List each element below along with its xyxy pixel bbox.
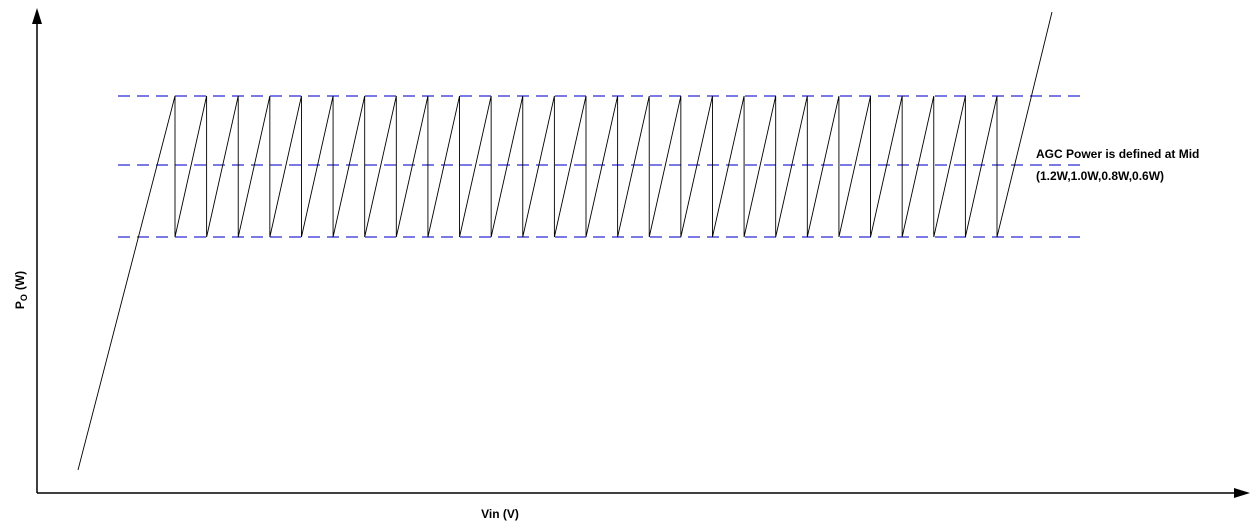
annotation-line: AGC Power is defined at Mid bbox=[1036, 147, 1199, 161]
y-label-sub: O bbox=[19, 294, 29, 301]
y-label-main: P bbox=[13, 301, 27, 309]
x-axis-label: Vin (V) bbox=[481, 507, 519, 521]
sawtooth bbox=[77, 11, 1053, 471]
y-axis-label: PO (W) bbox=[13, 271, 29, 309]
annotation-line: (1.2W,1.0W,0.8W,0.6W) bbox=[1036, 169, 1164, 183]
y-label-unit: (W) bbox=[13, 271, 27, 290]
x-arrow bbox=[1234, 488, 1250, 498]
y-arrow bbox=[32, 8, 42, 24]
